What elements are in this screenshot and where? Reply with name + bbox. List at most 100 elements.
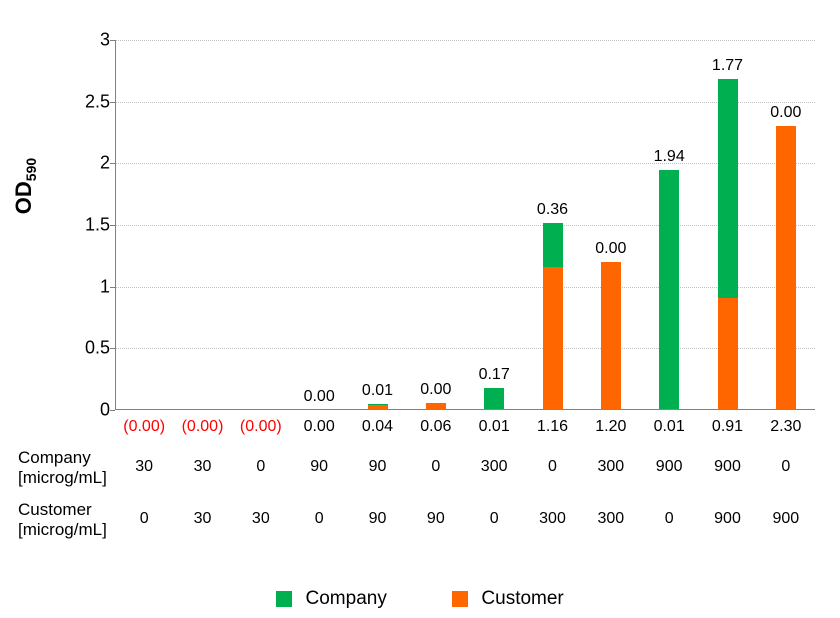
bar-group	[134, 40, 154, 410]
y-tick-label: 3	[70, 30, 110, 51]
bar-group	[193, 40, 213, 410]
bar-segment-customer	[601, 262, 621, 410]
bar-segment-customer	[659, 409, 679, 410]
bar-group	[484, 40, 504, 410]
x-row-customer-value: 90	[407, 510, 465, 528]
y-tick-label: 2	[70, 153, 110, 174]
od590-stacked-bar-chart: OD590 0 0.5 1 1.5 2 2.5 3 0.00 0.01 0.00 0.17 0.36…	[0, 0, 840, 618]
data-label-customer: 2.30	[757, 418, 815, 436]
y-tick-label: 1	[70, 276, 110, 297]
x-row-customer-value: 300	[524, 510, 582, 528]
x-row-company-value: 90	[349, 458, 407, 476]
legend-label-customer: Customer	[481, 588, 563, 609]
legend-item-company: Company	[276, 588, 387, 610]
x-row-company-value: 30	[115, 458, 173, 476]
data-label-company: 1.94	[644, 148, 694, 166]
x-row-company-value: 900	[699, 458, 757, 476]
bar-segment-customer	[426, 403, 446, 410]
y-tick-mark	[110, 287, 115, 288]
x-row-customer-value: 300	[582, 510, 640, 528]
data-label-company: 0.01	[353, 382, 403, 400]
y-axis-label: OD590	[11, 158, 39, 214]
data-label-customer: 0.06	[407, 418, 465, 436]
gridline	[116, 348, 815, 349]
x-row-customer-value: 0	[640, 510, 698, 528]
bar-segment-customer	[776, 126, 796, 410]
data-label-customer: (0.00)	[232, 418, 290, 436]
row-header-company: Company [microg/mL]	[18, 448, 123, 489]
x-row-company-value: 300	[582, 458, 640, 476]
x-row-customer-value: 0	[465, 510, 523, 528]
data-label-company: 0.00	[294, 388, 344, 406]
y-tick-mark	[110, 348, 115, 349]
x-row-customer-value: 30	[232, 510, 290, 528]
data-label-customer: 1.16	[524, 418, 582, 436]
x-row-company-value: 0	[407, 458, 465, 476]
x-row-company-value: 0	[757, 458, 815, 476]
data-label-customer: 0.91	[699, 418, 757, 436]
bar-segment-company	[718, 79, 738, 297]
bar-group	[718, 40, 738, 410]
y-tick-mark	[110, 410, 115, 411]
x-row-customer-value: 900	[699, 510, 757, 528]
data-label-company: 0.00	[411, 381, 461, 399]
data-label-company: 0.36	[528, 201, 578, 219]
bar-group	[659, 40, 679, 410]
bar-group	[368, 40, 388, 410]
data-label-company: 1.77	[703, 57, 753, 75]
bar-segment-customer	[484, 409, 504, 410]
x-row-company-value: 900	[640, 458, 698, 476]
x-row-customer-value: 0	[115, 510, 173, 528]
legend: Company Customer	[0, 588, 840, 610]
bar-segment-company	[484, 388, 504, 409]
bar-segment-customer	[543, 267, 563, 410]
gridline	[116, 287, 815, 288]
data-label-customer: 1.20	[582, 418, 640, 436]
gridline	[116, 225, 815, 226]
data-label-customer: 0.00	[290, 418, 348, 436]
y-tick-label: 0.5	[70, 338, 110, 359]
y-tick-mark	[110, 163, 115, 164]
bar-segment-company	[368, 404, 388, 405]
bar-group	[251, 40, 271, 410]
bar-segment-customer	[368, 405, 388, 410]
bar-group	[601, 40, 621, 410]
bar-segment-company	[543, 223, 563, 267]
gridline	[116, 40, 815, 41]
bar-group	[309, 40, 329, 410]
legend-label-company: Company	[306, 588, 387, 609]
y-tick-mark	[110, 225, 115, 226]
legend-item-customer: Customer	[452, 588, 564, 610]
bar-group	[776, 40, 796, 410]
x-row-customer-value: 30	[174, 510, 232, 528]
data-label-company: 0.00	[586, 240, 636, 258]
y-tick-mark	[110, 102, 115, 103]
bar-segment-customer	[718, 298, 738, 410]
y-tick-label: 2.5	[70, 91, 110, 112]
data-label-customer: 0.01	[640, 418, 698, 436]
bar-group	[426, 40, 446, 410]
legend-swatch-company	[276, 591, 292, 607]
data-label-customer: (0.00)	[115, 418, 173, 436]
x-row-customer-value: 90	[349, 510, 407, 528]
data-label-customer: (0.00)	[174, 418, 232, 436]
y-tick-label: 0	[70, 400, 110, 421]
x-row-company-value: 0	[524, 458, 582, 476]
row-header-customer: Customer [microg/mL]	[18, 500, 123, 541]
bar-segment-company	[659, 170, 679, 409]
x-row-company-value: 90	[290, 458, 348, 476]
plot-area	[115, 40, 815, 410]
data-label-customer: 0.01	[465, 418, 523, 436]
legend-swatch-customer	[452, 591, 468, 607]
data-label-company: 0.17	[469, 366, 519, 384]
gridline	[116, 102, 815, 103]
x-row-company-value: 300	[465, 458, 523, 476]
data-label-customer: 0.04	[349, 418, 407, 436]
y-tick-label: 1.5	[70, 215, 110, 236]
x-row-company-value: 30	[174, 458, 232, 476]
y-tick-mark	[110, 40, 115, 41]
bar-group	[543, 40, 563, 410]
gridline	[116, 163, 815, 164]
x-row-customer-value: 0	[290, 510, 348, 528]
x-row-customer-value: 900	[757, 510, 815, 528]
